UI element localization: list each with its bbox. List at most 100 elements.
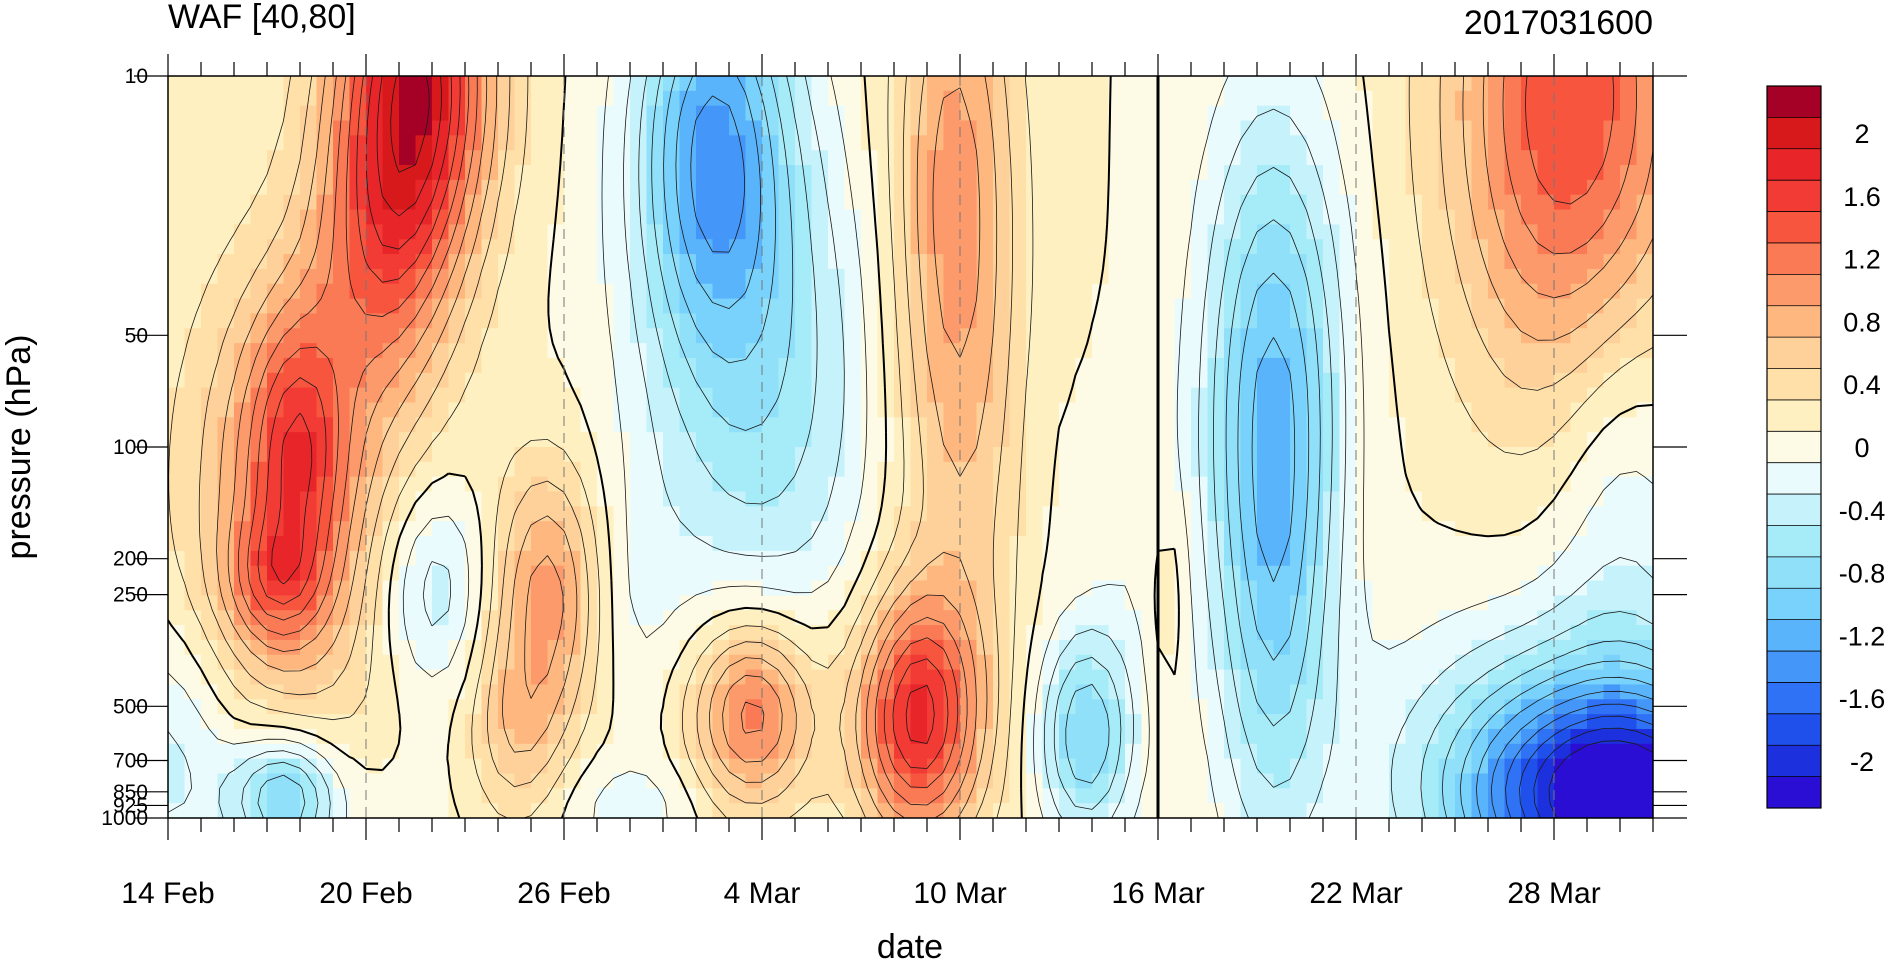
contour-cell: [1108, 728, 1126, 745]
contour-cell: [234, 283, 252, 300]
contour-cell: [1174, 788, 1192, 804]
contour-cell: [1323, 728, 1341, 745]
y-tick-label: 100: [113, 436, 148, 459]
contour-cell: [1339, 328, 1357, 344]
contour-cell: [976, 328, 994, 344]
contour-cell: [415, 357, 433, 374]
contour-cell: [333, 328, 351, 344]
contour-cell: [811, 357, 829, 374]
contour-cell: [283, 254, 301, 270]
contour-cell: [382, 194, 400, 211]
contour-cell: [415, 105, 433, 122]
contour-cell: [910, 476, 928, 493]
contour-cell: [1587, 580, 1605, 596]
colorbar-swatch: [1767, 399, 1821, 432]
contour-cell: [415, 150, 433, 166]
contour-cell: [1257, 461, 1275, 478]
contour-cell: [828, 194, 846, 211]
contour-cell: [828, 625, 846, 641]
contour-cell: [1422, 461, 1440, 478]
contour-cell: [712, 491, 730, 507]
contour-cell: [349, 565, 367, 582]
contour-cell: [1240, 254, 1258, 270]
contour-cell: [1075, 669, 1093, 686]
contour-cell: [1488, 343, 1506, 359]
contour-cell: [1026, 743, 1044, 760]
contour-cell: [943, 343, 961, 359]
contour-cell: [498, 268, 516, 285]
contour-cell: [1603, 684, 1621, 700]
contour-cell: [217, 90, 235, 107]
contour-cell: [1570, 432, 1588, 448]
contour-cell: [1356, 343, 1374, 359]
contour-cell: [531, 788, 549, 804]
contour-cell: [547, 521, 565, 537]
contour-cell: [943, 135, 961, 151]
contour-cell: [976, 387, 994, 404]
contour-cell: [382, 150, 400, 166]
contour-cell: [1471, 610, 1489, 626]
contour-cell: [795, 625, 813, 641]
contour-cell: [1504, 343, 1522, 359]
contour-cell: [1191, 714, 1209, 730]
contour-cell: [811, 417, 829, 433]
contour-cell: [514, 610, 532, 626]
contour-cell: [1026, 506, 1044, 522]
contour-cell: [613, 447, 631, 463]
contour-cell: [201, 209, 219, 225]
contour-cell: [1158, 714, 1176, 730]
contour-cell: [1521, 417, 1539, 433]
contour-cell: [580, 743, 598, 760]
contour-cell: [184, 76, 202, 92]
contour-cell: [1471, 714, 1489, 730]
colorbar-label: 0.8: [1843, 307, 1881, 337]
contour-cell: [366, 165, 384, 181]
contour-cell: [630, 639, 648, 656]
contour-cell: [1207, 283, 1225, 300]
contour-cell: [1158, 610, 1176, 626]
contour-cell: [1026, 521, 1044, 537]
contour-cell: [811, 714, 829, 730]
contour-cell: [316, 580, 334, 596]
contour-cell: [267, 461, 285, 478]
contour-cell: [201, 758, 219, 775]
contour-cell: [184, 595, 202, 611]
contour-cell: [448, 743, 466, 760]
contour-cell: [498, 357, 516, 374]
contour-cell: [1339, 476, 1357, 493]
contour-cell: [894, 447, 912, 463]
contour-cell: [1158, 536, 1176, 552]
contour-cell: [844, 254, 862, 270]
contour-cell: [960, 283, 978, 300]
contour-cell: [663, 521, 681, 537]
contour-cell: [1009, 313, 1027, 329]
contour-cell: [1339, 788, 1357, 804]
contour-cell: [762, 536, 780, 552]
contour-cell: [1389, 179, 1407, 196]
contour-cell: [1405, 387, 1423, 404]
contour-cell: [1026, 298, 1044, 315]
contour-cell: [1372, 432, 1390, 448]
contour-cell: [630, 239, 648, 255]
contour-cell: [1224, 461, 1242, 478]
contour-cell: [960, 521, 978, 537]
contour-cell: [1554, 179, 1572, 196]
contour-cell: [976, 268, 994, 285]
contour-cell: [1158, 76, 1176, 92]
contour-cell: [729, 743, 747, 760]
contour-cell: [1257, 402, 1275, 418]
contour-cell: [976, 343, 994, 359]
contour-cell: [1356, 714, 1374, 730]
contour-cell: [646, 343, 664, 359]
contour-cell: [1191, 491, 1209, 507]
contour-cell: [547, 506, 565, 522]
contour-cell: [1026, 699, 1044, 715]
contour-cell: [712, 432, 730, 448]
contour-cell: [333, 595, 351, 611]
contour-cell: [729, 165, 747, 181]
contour-cell: [1273, 684, 1291, 700]
contour-cell: [1339, 639, 1357, 656]
contour-cell: [234, 580, 252, 596]
contour-cell: [1554, 209, 1572, 225]
contour-cell: [976, 684, 994, 700]
